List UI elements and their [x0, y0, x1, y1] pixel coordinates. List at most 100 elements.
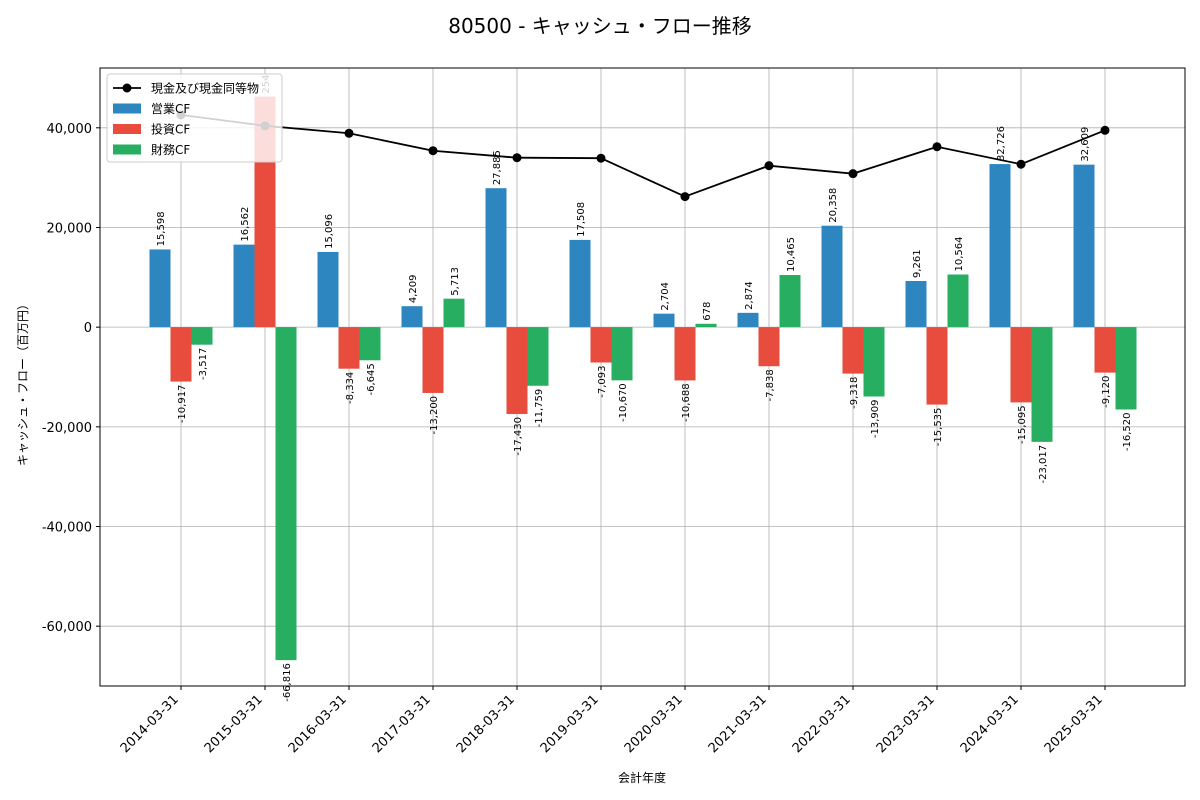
data-label: -9,120	[1101, 376, 1112, 408]
bar-operating	[1073, 164, 1095, 328]
data-label: 16,562	[240, 207, 251, 242]
bar-operating	[989, 164, 1011, 328]
bar-investing	[1010, 327, 1032, 403]
data-label: -13,200	[429, 396, 440, 435]
data-label: -23,017	[1038, 445, 1049, 484]
bar-operating	[149, 249, 171, 328]
y-tick-label: 20,000	[47, 221, 93, 236]
legend-label: 投資CF	[151, 122, 190, 137]
x-tick-label: 2018-03-31	[454, 692, 518, 756]
legend-label: 現金及び現金同等物	[151, 81, 259, 96]
data-labels: 15,598 16,562 15,096 4,209 27,885 17,508 2,704…	[156, 75, 1133, 702]
cash-line-path	[180, 113, 1106, 198]
bar-financing	[611, 327, 633, 381]
bar-operating	[821, 225, 843, 328]
bar-financing	[947, 274, 969, 328]
data-label: -7,093	[597, 366, 608, 398]
bar-investing	[170, 327, 192, 382]
bar-financing	[275, 327, 297, 661]
x-tick-label: 2021-03-31	[706, 692, 770, 756]
legend-swatch	[113, 103, 141, 114]
y-tick-label: 0	[84, 321, 92, 336]
x-tick-label: 2022-03-31	[790, 692, 854, 756]
bar-financing	[443, 298, 465, 328]
data-label: 5,713	[450, 267, 461, 296]
data-label: -10,917	[177, 385, 188, 424]
y-axis: -60,000 -40,000 -20,000 0 20,000 40,000	[42, 122, 100, 635]
bar-operating	[653, 313, 675, 328]
bar-operating	[401, 306, 423, 328]
y-axis-title: キャッシュ・フロー（百万円）	[16, 298, 30, 466]
data-label: 32,609	[1080, 127, 1091, 162]
bar-financing	[359, 327, 381, 361]
x-axis-title: 会計年度	[618, 770, 666, 785]
data-label: 15,096	[324, 214, 335, 249]
legend-line-marker	[122, 83, 132, 93]
x-tick-label: 2017-03-31	[370, 692, 434, 756]
cash-line-marker	[1016, 159, 1026, 169]
cash-line-marker	[428, 146, 438, 156]
data-label: 17,508	[576, 202, 587, 237]
bar-investing	[674, 327, 696, 381]
cash-line-marker	[848, 169, 858, 179]
data-label: 678	[702, 302, 713, 321]
x-tick-label: 2014-03-31	[118, 692, 182, 756]
bar-operating	[233, 244, 255, 328]
chart-title: 80500 - キャッシュ・フロー推移	[448, 14, 752, 38]
data-label: -15,095	[1017, 405, 1028, 444]
data-label: -6,645	[366, 363, 377, 395]
data-label: -16,520	[1122, 412, 1133, 451]
bar-financing	[527, 327, 549, 386]
bar-operating	[485, 188, 507, 328]
data-label: 2,704	[660, 282, 671, 311]
bar-operating	[569, 239, 591, 328]
data-label: 10,564	[954, 237, 965, 272]
bar-investing	[506, 327, 528, 415]
data-label: 10,465	[786, 237, 797, 272]
cash-line-marker	[764, 161, 774, 171]
bar-financing	[779, 275, 801, 328]
bar-investing	[758, 327, 780, 367]
bar-operating	[737, 312, 759, 328]
bar-investing	[842, 327, 864, 374]
cash-line-marker	[344, 128, 354, 138]
data-label: 20,358	[828, 188, 839, 223]
y-tick-label: 40,000	[47, 122, 93, 137]
bar-investing	[338, 327, 360, 369]
bar-investing	[590, 327, 612, 363]
bar-operating	[317, 251, 339, 328]
data-label: 9,261	[912, 249, 923, 278]
data-label: 32,726	[996, 126, 1007, 161]
cash-line-marker	[512, 153, 522, 163]
y-tick-label: -60,000	[42, 620, 92, 635]
data-label: -7,838	[765, 369, 776, 401]
data-label: -8,334	[345, 372, 356, 404]
x-tick-label: 2020-03-31	[622, 692, 686, 756]
data-label: -17,430	[513, 417, 524, 456]
cash-line-marker	[932, 142, 942, 152]
data-label: -10,688	[681, 383, 692, 422]
cash-line-marker	[680, 192, 690, 202]
data-label: 2,874	[744, 281, 755, 310]
x-tick-label: 2024-03-31	[958, 692, 1022, 756]
legend-swatch	[113, 124, 141, 134]
x-tick-label: 2019-03-31	[538, 692, 602, 756]
data-label: -9,318	[849, 377, 860, 409]
legend-label: 財務CF	[151, 142, 190, 157]
data-label: -3,517	[198, 348, 209, 380]
data-label: -15,535	[933, 408, 944, 447]
bar-financing	[863, 327, 885, 397]
bar-financing	[695, 323, 717, 328]
x-tick-label: 2016-03-31	[286, 692, 350, 756]
bar-investing	[1094, 327, 1116, 373]
legend-swatch	[113, 144, 141, 155]
x-tick-label: 2025-03-31	[1042, 692, 1106, 756]
plot-frame	[99, 67, 1186, 687]
data-label: 15,598	[156, 211, 167, 246]
bars	[149, 96, 1137, 661]
data-label: -10,670	[618, 383, 629, 422]
bar-financing	[191, 327, 213, 345]
bar-operating	[905, 281, 927, 328]
